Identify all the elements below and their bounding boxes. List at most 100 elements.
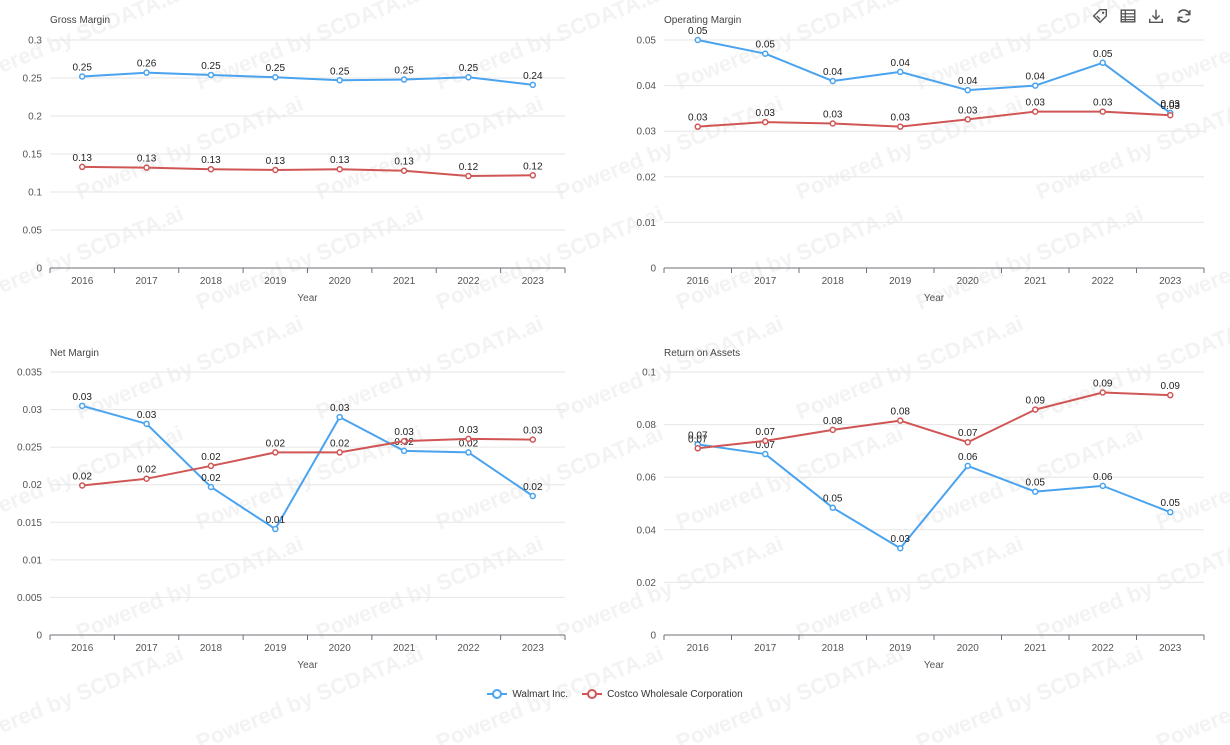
chart-return-on-assets: Return on Assets 0 0.02 0.04 0.06 0.08 0.1 2016… xyxy=(637,348,1205,671)
y-tick-label: 0.025 xyxy=(17,443,42,454)
y-tick-label: 0.04 xyxy=(637,525,657,536)
data-label-walmart: 0.25 xyxy=(459,63,479,74)
x-tick-label: 2016 xyxy=(687,643,710,654)
data-label-costco: 0.09 xyxy=(1093,379,1113,390)
data-label-walmart: 0.25 xyxy=(330,66,350,77)
x-axis-label: Year xyxy=(297,293,318,304)
data-label-walmart: 0.25 xyxy=(266,63,286,74)
data-point-costco xyxy=(694,445,701,452)
y-tick-label: 0 xyxy=(650,631,656,642)
x-tick-label: 2023 xyxy=(522,643,545,654)
data-label-costco: 0.02 xyxy=(201,452,221,463)
data-label-costco: 0.02 xyxy=(137,465,157,476)
table-icon-glyph xyxy=(1120,9,1136,23)
data-point-walmart xyxy=(207,71,215,79)
watermark-text: Powered by SCDATA.ai xyxy=(313,91,547,205)
data-point-costco xyxy=(400,167,408,174)
data-point-costco xyxy=(964,116,971,123)
data-point-costco xyxy=(400,437,408,445)
data-label-walmart: 0.02 xyxy=(523,482,543,493)
data-point-walmart xyxy=(1032,488,1039,495)
watermark-text: Powered by SCDATA.ai xyxy=(553,311,787,425)
chart-operating-margin: Operating Margin 0 0.01 0.02 0.03 0.04 0.05 201… xyxy=(637,15,1205,304)
data-label-costco: 0.13 xyxy=(394,157,414,168)
data-label-walmart: 0.07 xyxy=(688,430,708,441)
chart-title: Net Margin xyxy=(50,348,99,359)
legend-item-walmart[interactable]: Walmart Inc. xyxy=(487,688,568,700)
data-label-costco: 0.03 xyxy=(688,113,708,124)
data-point-walmart xyxy=(272,525,279,533)
legend-marker-costco xyxy=(582,689,603,699)
x-tick-label: 2023 xyxy=(1159,643,1182,654)
data-label-costco: 0.03 xyxy=(958,105,978,116)
data-point-costco xyxy=(762,118,769,126)
data-point-walmart xyxy=(829,504,836,511)
data-point-walmart xyxy=(762,50,769,57)
data-label-walmart: 0.05 xyxy=(688,26,708,37)
data-label-costco: 0.12 xyxy=(523,161,543,172)
series-line-costco xyxy=(82,165,533,178)
data-label-walmart: 0.03 xyxy=(891,534,911,545)
data-label-costco: 0.13 xyxy=(330,155,350,166)
data-point-costco xyxy=(1032,108,1039,115)
series-line-walmart xyxy=(81,404,534,531)
watermark-text: Powered by SCDATA.ai xyxy=(793,91,1027,205)
x-axis-label: Year xyxy=(924,660,945,671)
y-tick-label: 0.3 xyxy=(28,36,42,47)
data-point-costco xyxy=(336,449,343,456)
tag-icon[interactable] xyxy=(1090,6,1110,26)
watermark-text: Powered by SCDATA.ai xyxy=(73,91,307,205)
series-line-costco xyxy=(82,437,533,487)
data-point-costco xyxy=(762,437,769,445)
watermark-text: Powered by SCDATA.ai xyxy=(433,201,667,315)
data-point-walmart xyxy=(207,483,215,491)
data-label-costco: 0.03 xyxy=(1026,98,1046,109)
data-point-walmart xyxy=(400,447,408,455)
data-label-walmart: 0.05 xyxy=(1026,478,1046,489)
y-tick-label: 0.05 xyxy=(23,226,43,237)
series-line-walmart xyxy=(697,443,1171,550)
data-point-walmart xyxy=(694,36,701,44)
x-tick-label: 2017 xyxy=(135,643,158,654)
data-label-walmart: 0.03 xyxy=(1161,99,1181,110)
data-label-costco: 0.03 xyxy=(823,109,843,120)
data-point-walmart xyxy=(1099,59,1106,67)
x-tick-label: 2022 xyxy=(457,643,480,654)
watermark-text: Powered by SCDATA.ai xyxy=(553,91,787,205)
x-tick-label: 2022 xyxy=(1092,276,1115,287)
y-tick-label: 0 xyxy=(650,264,656,275)
data-point-walmart xyxy=(964,462,971,470)
download-icon[interactable] xyxy=(1146,6,1166,26)
data-label-costco: 0.08 xyxy=(823,416,843,427)
watermark-text: Powered by SCDATA.ai xyxy=(913,201,1147,315)
x-tick-label: 2019 xyxy=(889,276,912,287)
data-point-costco xyxy=(897,123,904,130)
data-label-costco: 0.02 xyxy=(72,471,92,482)
data-label-walmart: 0.01 xyxy=(266,515,286,526)
refresh-icon[interactable] xyxy=(1174,6,1194,26)
legend-label-walmart: Walmart Inc. xyxy=(512,688,569,700)
x-tick-label: 2021 xyxy=(1024,643,1047,654)
data-point-walmart xyxy=(272,73,279,81)
data-point-walmart xyxy=(336,77,343,84)
data-point-walmart xyxy=(1032,82,1039,89)
data-point-costco xyxy=(829,120,836,127)
data-point-walmart xyxy=(897,544,904,552)
data-label-costco: 0.03 xyxy=(523,426,543,437)
x-tick-label: 2020 xyxy=(329,643,352,654)
data-point-walmart xyxy=(78,402,86,410)
x-axis-label: Year xyxy=(924,293,945,304)
data-label-walmart: 0.07 xyxy=(756,440,776,451)
x-tick-label: 2021 xyxy=(1024,276,1047,287)
data-point-walmart xyxy=(1167,508,1174,516)
legend-marker-walmart xyxy=(487,689,508,699)
data-label-walmart: 0.03 xyxy=(137,410,157,421)
data-label-walmart: 0.04 xyxy=(891,58,911,69)
x-tick-label: 2020 xyxy=(957,276,980,287)
legend-item-costco[interactable]: Costco Wholesale Corporation xyxy=(582,688,743,700)
y-tick-label: 0.02 xyxy=(637,578,657,589)
data-label-walmart: 0.05 xyxy=(1161,498,1181,509)
data-label-walmart: 0.24 xyxy=(523,71,543,82)
x-tick-label: 2019 xyxy=(264,276,287,287)
table-icon[interactable] xyxy=(1118,6,1138,26)
